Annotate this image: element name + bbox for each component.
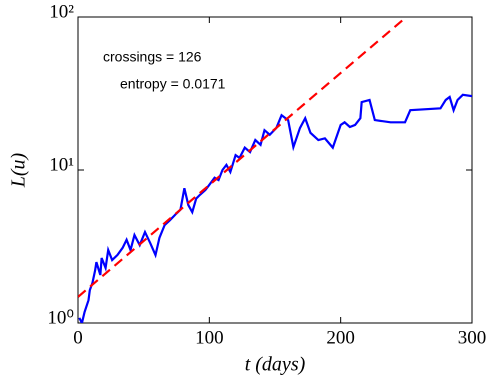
y-tick-label: 10⁰ [47,307,74,328]
x-tick-label: 100 [195,327,224,348]
data-line [78,17,408,298]
data-line [78,93,472,323]
y-tick-label: 10¹ [49,154,74,175]
x-tick-label: 300 [458,327,487,348]
annotation: crossings = 126 [103,49,202,65]
x-tick-label: 200 [326,327,355,348]
y-tick-label: 10² [49,1,74,22]
x-axis-label: t (days) [245,354,306,375]
x-tick-label: 0 [73,327,83,348]
annotation: entropy = 0.0171 [120,76,226,92]
y-axis-label: L(u) [8,152,30,188]
plot-frame [77,16,473,324]
